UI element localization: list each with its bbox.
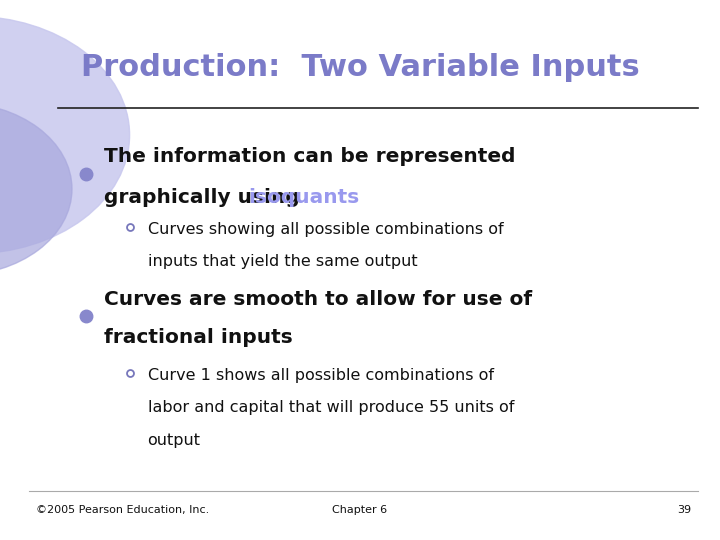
Text: labor and capital that will produce 55 units of: labor and capital that will produce 55 u… (148, 400, 514, 415)
Text: 39: 39 (677, 505, 691, 515)
Text: Curve 1 shows all possible combinations of: Curve 1 shows all possible combinations … (148, 368, 494, 383)
Text: Curves are smooth to allow for use of: Curves are smooth to allow for use of (104, 290, 533, 309)
Text: fractional inputs: fractional inputs (104, 328, 293, 347)
Text: output: output (148, 433, 201, 448)
Text: Curves showing all possible combinations of: Curves showing all possible combinations… (148, 222, 503, 237)
Circle shape (0, 103, 72, 275)
Text: inputs that yield the same output: inputs that yield the same output (148, 254, 417, 269)
Circle shape (0, 16, 130, 254)
Text: The information can be represented: The information can be represented (104, 147, 516, 166)
Text: ©2005 Pearson Education, Inc.: ©2005 Pearson Education, Inc. (36, 505, 210, 515)
Text: Production:  Two Variable Inputs: Production: Two Variable Inputs (81, 53, 639, 82)
Text: isoquants: isoquants (248, 187, 360, 207)
Text: graphically using: graphically using (104, 187, 307, 207)
Text: Chapter 6: Chapter 6 (333, 505, 387, 515)
